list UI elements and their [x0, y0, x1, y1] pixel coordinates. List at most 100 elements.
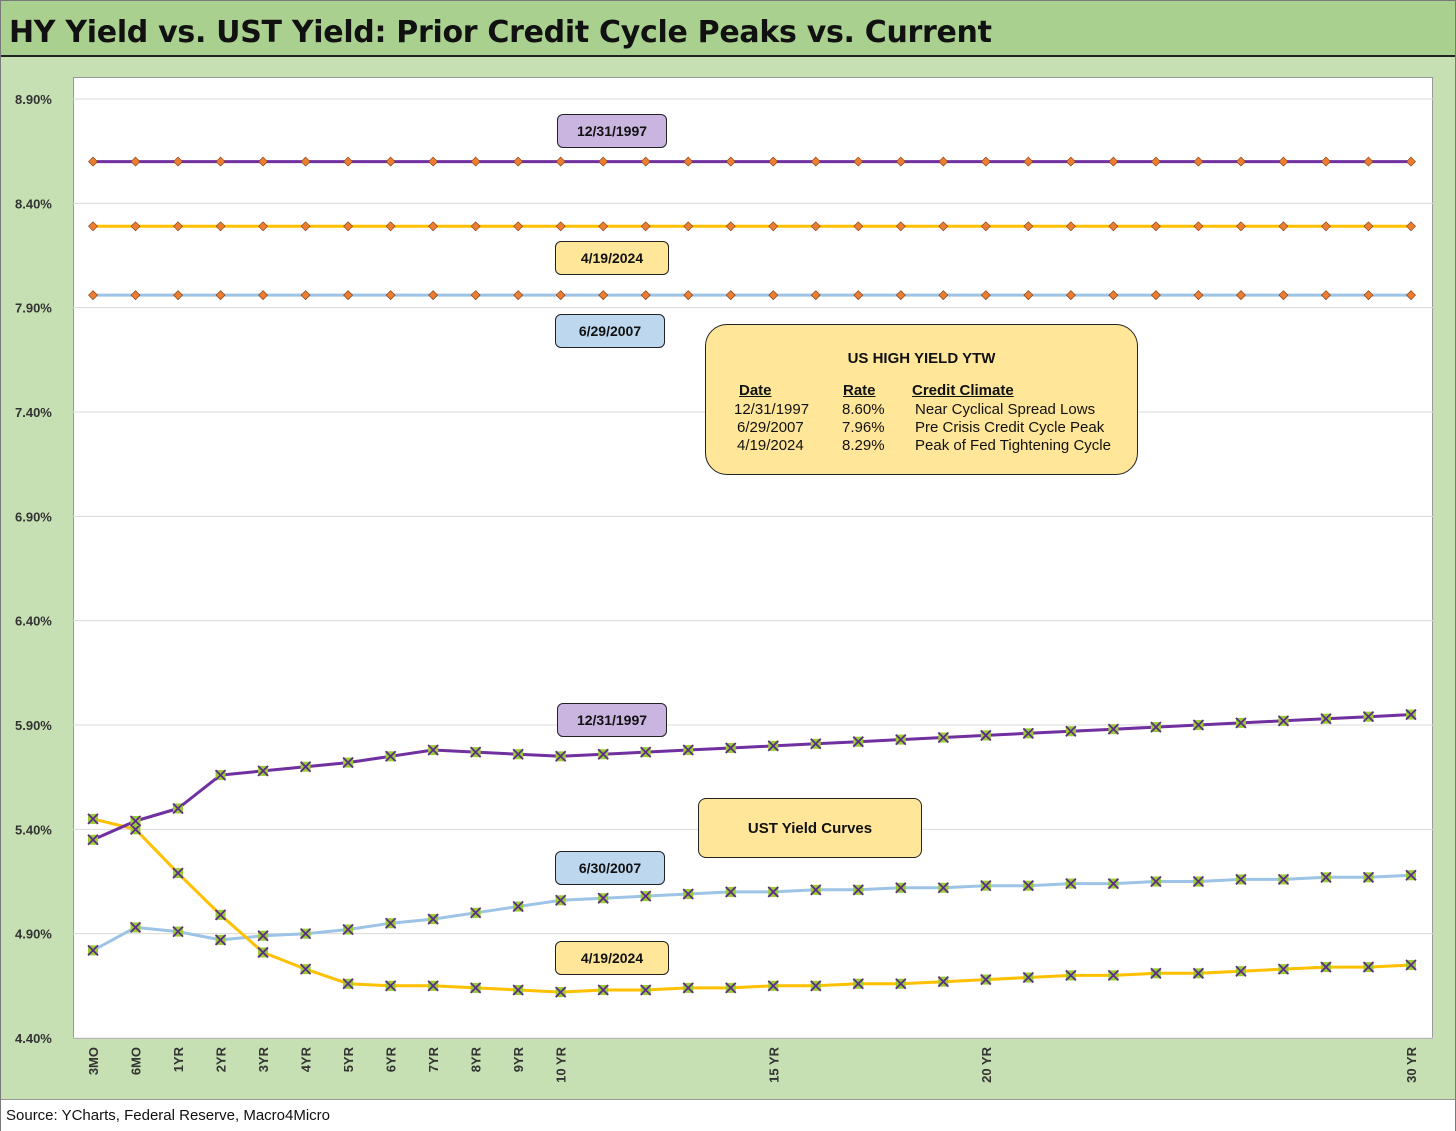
y-tick-label: 4.90%	[15, 927, 52, 942]
data-point	[299, 761, 312, 773]
data-point	[513, 156, 524, 167]
data-point	[980, 729, 992, 742]
data-point	[1320, 713, 1332, 725]
x-tick-label: 8YR	[469, 1046, 484, 1072]
data-point	[257, 765, 269, 777]
data-point	[640, 890, 652, 902]
plot-area	[73, 77, 1433, 1039]
data-point	[257, 946, 269, 959]
data-point	[384, 750, 397, 762]
data-point	[1022, 727, 1034, 739]
data-point	[173, 221, 183, 232]
data-point	[299, 963, 312, 975]
data-point	[1236, 290, 1246, 301]
data-point	[598, 156, 609, 167]
data-point	[1150, 721, 1162, 733]
data-point	[1192, 875, 1205, 888]
x-tick-label: 15 YR	[766, 1046, 781, 1083]
data-point	[768, 221, 779, 232]
y-tick-label: 8.40%	[15, 196, 52, 211]
data-point	[980, 973, 992, 986]
data-point	[385, 290, 396, 301]
info-box-title: US HIGH YIELD YTW	[847, 350, 996, 367]
data-point	[555, 290, 566, 301]
hy-1997-tag: 12/31/1997	[557, 114, 667, 148]
y-tick-label: 6.90%	[15, 509, 52, 524]
data-point	[470, 290, 481, 301]
data-point	[682, 744, 694, 756]
data-point	[768, 156, 779, 167]
data-point	[1236, 221, 1246, 232]
info-row-rate: 8.29%	[842, 437, 885, 454]
data-point	[937, 731, 949, 744]
series-line	[92, 713, 1412, 842]
data-point	[938, 156, 949, 167]
data-point	[342, 756, 354, 769]
info-header-climate: Credit Climate	[912, 382, 1014, 399]
x-tick-label: 5YR	[341, 1046, 356, 1072]
data-point	[1321, 156, 1331, 167]
data-point	[1192, 719, 1205, 731]
data-point	[853, 156, 864, 167]
data-point	[1023, 156, 1034, 167]
data-point	[1406, 156, 1416, 167]
data-point	[1277, 715, 1290, 727]
data-point	[87, 813, 99, 825]
data-point	[555, 750, 567, 762]
chart-svg: 8.90% 8.40% 7.90% 7.40% 6.90% 6.40% 5.90% 5.40%…	[15, 92, 1433, 1083]
data-point	[342, 923, 354, 936]
data-point	[1320, 961, 1332, 973]
x-tick-label: 2YR	[214, 1046, 229, 1072]
data-point	[1235, 965, 1247, 977]
hy-2024-tag: 4/19/2024	[555, 241, 669, 275]
series-line	[92, 817, 1412, 994]
data-point	[470, 746, 482, 758]
data-point	[1150, 221, 1161, 232]
data-point	[130, 221, 141, 232]
info-row-climate: Near Cyclical Spread Lows	[915, 401, 1096, 418]
data-point	[1065, 156, 1076, 167]
data-point	[640, 746, 652, 758]
data-point	[1321, 221, 1331, 232]
data-point	[1022, 971, 1034, 984]
x-tick-label: 6MO	[129, 1047, 144, 1075]
data-point	[173, 156, 183, 167]
data-point	[428, 290, 439, 301]
data-point	[810, 980, 822, 992]
data-point	[1150, 967, 1162, 979]
info-row-climate: Pre Crisis Credit Cycle Peak	[915, 419, 1105, 436]
data-point	[130, 156, 141, 167]
info-header-rate: Rate	[843, 382, 876, 399]
data-point	[300, 290, 311, 301]
data-point	[895, 156, 906, 167]
data-point	[682, 982, 694, 994]
data-point	[343, 221, 354, 232]
data-point	[555, 156, 566, 167]
data-point	[767, 740, 779, 752]
data-point	[895, 290, 906, 301]
data-point	[1363, 156, 1374, 167]
data-point	[1065, 969, 1077, 982]
data-point	[1406, 290, 1416, 301]
data-point	[215, 290, 226, 301]
data-point	[428, 221, 439, 232]
data-point	[1065, 725, 1077, 737]
data-point	[1278, 221, 1289, 232]
data-point	[427, 980, 439, 992]
data-point	[1406, 221, 1416, 232]
data-point	[980, 156, 991, 167]
data-point	[1277, 963, 1290, 975]
data-point	[1193, 156, 1204, 167]
data-point	[1107, 969, 1120, 982]
x-tick-label: 30 YR	[1404, 1046, 1419, 1083]
data-point	[173, 290, 183, 301]
y-tick-label: 7.40%	[15, 405, 52, 420]
data-point	[1405, 959, 1417, 971]
data-point	[1235, 873, 1247, 886]
data-point	[768, 290, 779, 301]
info-box: US HIGH YIELD YTW Date Rate Credit Clima…	[705, 324, 1138, 475]
x-tick-label: 6YR	[384, 1046, 399, 1072]
data-point	[214, 934, 227, 946]
y-tick-label: 7.90%	[15, 301, 52, 316]
data-point	[810, 221, 821, 232]
